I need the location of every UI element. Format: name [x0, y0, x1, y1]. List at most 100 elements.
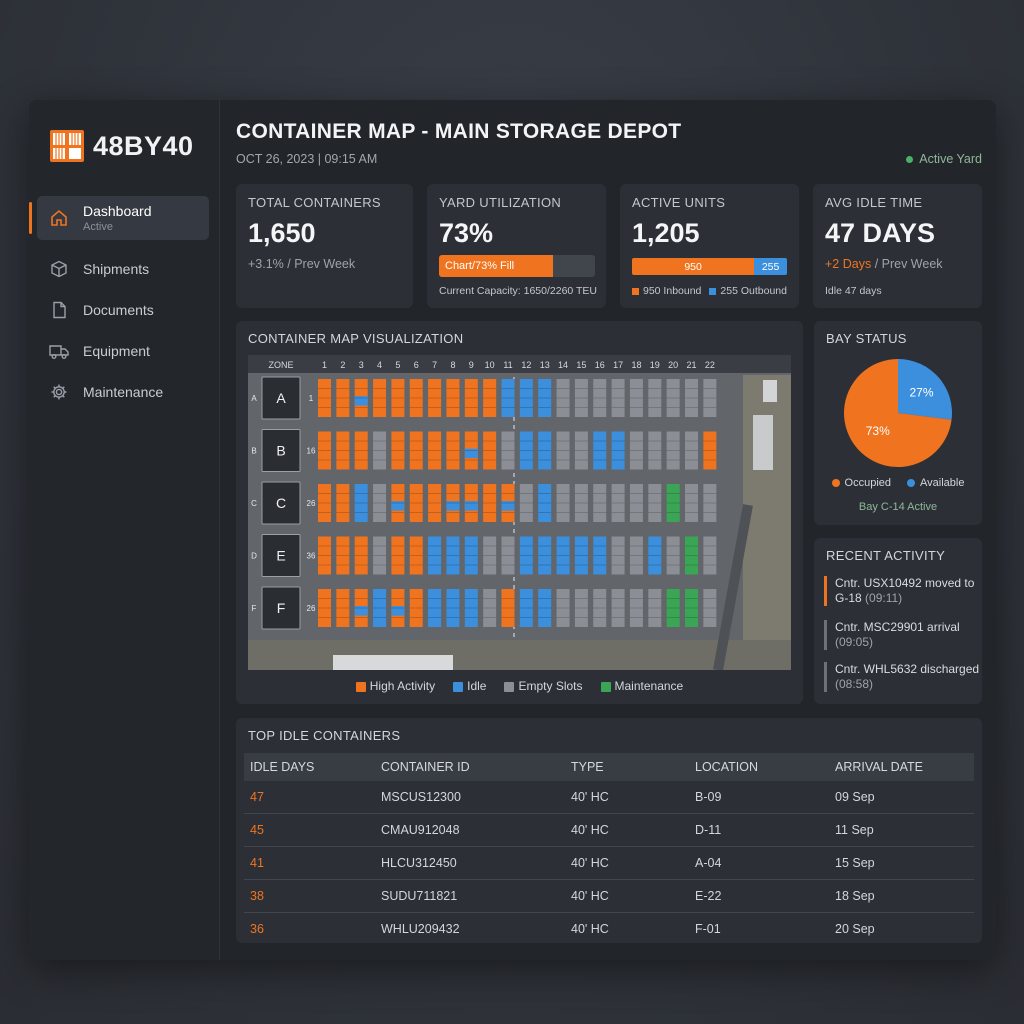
container-stack[interactable] — [354, 589, 368, 627]
bay-status-pie[interactable]: 27% 73% — [814, 355, 982, 475]
table-row[interactable]: 38 SUDU711821 40' HC E-22 18 Sep — [244, 879, 974, 913]
container-stack[interactable] — [519, 484, 533, 522]
container-stack[interactable] — [464, 431, 478, 470]
container-stack[interactable] — [318, 536, 331, 575]
activity-item[interactable]: Cntr. USX10492 moved to G-18 (09:11) — [824, 576, 985, 606]
container-stack[interactable] — [611, 589, 625, 627]
container-stack[interactable] — [556, 484, 570, 522]
container-stack[interactable] — [556, 379, 570, 417]
container-stack[interactable] — [354, 484, 368, 522]
container-stack[interactable] — [611, 379, 625, 417]
container-stack[interactable] — [611, 536, 625, 575]
container-stack[interactable] — [685, 379, 698, 417]
zone-block[interactable] — [261, 481, 301, 525]
container-stack[interactable] — [685, 431, 698, 470]
container-stack[interactable] — [593, 536, 607, 575]
container-stack[interactable] — [574, 484, 588, 522]
container-stack[interactable] — [629, 379, 643, 417]
container-stack[interactable] — [666, 379, 680, 417]
container-stack[interactable] — [336, 484, 350, 522]
container-stack[interactable] — [336, 589, 350, 627]
container-stack[interactable] — [519, 431, 533, 470]
container-stack[interactable] — [428, 379, 442, 417]
container-stack[interactable] — [373, 484, 387, 522]
container-stack[interactable] — [318, 589, 331, 627]
container-stack[interactable] — [501, 589, 515, 627]
container-stack[interactable] — [574, 589, 588, 627]
column-header[interactable]: CONTAINER ID — [375, 753, 565, 781]
container-stack[interactable] — [409, 589, 423, 627]
container-stack[interactable] — [648, 536, 662, 575]
container-stack[interactable] — [519, 589, 533, 627]
container-stack[interactable] — [446, 379, 460, 417]
container-stack[interactable] — [483, 484, 497, 522]
container-stack[interactable] — [409, 536, 423, 575]
table-row[interactable]: 47 MSCUS12300 40' HC B-09 09 Sep — [244, 781, 974, 814]
container-stack[interactable] — [354, 379, 368, 417]
sidebar-item-documents[interactable]: Documents — [37, 289, 209, 330]
column-header[interactable]: ARRIVAL DATE — [829, 753, 974, 781]
container-stack[interactable] — [318, 431, 331, 470]
container-stack[interactable] — [483, 589, 497, 627]
container-stack[interactable] — [501, 379, 515, 417]
container-stack[interactable] — [611, 431, 625, 470]
table-row[interactable]: 45 CMAU912048 40' HC D-11 11 Sep — [244, 813, 974, 847]
table-row[interactable]: 41 HLCU312450 40' HC A-04 15 Sep — [244, 846, 974, 880]
kpi-active-units[interactable]: ACTIVE UNITS 1,205 950 255 950 Inbound 2… — [620, 184, 799, 308]
container-stack[interactable] — [373, 379, 387, 417]
container-stack[interactable] — [666, 431, 680, 470]
zone-block[interactable] — [261, 586, 301, 630]
container-stack[interactable] — [629, 484, 643, 522]
sidebar-item-shipments[interactable]: Shipments — [37, 248, 209, 289]
logo[interactable]: 48BY40 — [49, 126, 194, 166]
container-stack[interactable] — [354, 431, 368, 470]
container-stack[interactable] — [648, 589, 662, 627]
table-row[interactable]: 36 WHLU209432 40' HC F-01 20 Sep — [244, 913, 974, 946]
container-stack[interactable] — [538, 379, 552, 417]
container-stack[interactable] — [409, 431, 423, 470]
container-stack[interactable] — [391, 431, 405, 470]
container-stack[interactable] — [685, 536, 698, 575]
pie-slice-occupied[interactable] — [844, 359, 952, 467]
container-stack[interactable] — [629, 536, 643, 575]
container-stack[interactable] — [428, 536, 442, 575]
container-stack[interactable] — [629, 589, 643, 627]
container-stack[interactable] — [648, 484, 662, 522]
container-stack[interactable] — [666, 484, 680, 522]
sidebar-item-dashboard[interactable]: Dashboard Active — [29, 196, 209, 240]
container-stack[interactable] — [318, 484, 331, 522]
container-stack[interactable] — [409, 484, 423, 522]
column-header[interactable]: IDLE DAYS — [244, 753, 375, 781]
sidebar-item-maintenance[interactable]: Maintenance — [37, 371, 209, 412]
container-stack[interactable] — [373, 589, 387, 627]
container-stack[interactable] — [648, 431, 662, 470]
container-stack[interactable] — [391, 589, 405, 627]
container-stack[interactable] — [391, 379, 405, 417]
container-stack[interactable] — [574, 379, 588, 417]
container-stack[interactable] — [519, 536, 533, 575]
pie-slice-available[interactable] — [898, 359, 952, 420]
container-stack[interactable] — [336, 536, 350, 575]
container-stack[interactable] — [409, 379, 423, 417]
container-stack[interactable] — [391, 536, 405, 575]
container-stack[interactable] — [464, 484, 478, 522]
container-stack[interactable] — [703, 379, 717, 417]
container-map[interactable]: ZONE 1 2 3 4 5 6 7 8 9 10 11 12 13 14 15 16 17 18 19 20 21 22A… — [248, 355, 791, 670]
container-stack[interactable] — [336, 431, 350, 470]
kpi-yard-utilization[interactable]: YARD UTILIZATION 73% Chart/73% Fill Curr… — [427, 184, 606, 308]
container-stack[interactable] — [574, 536, 588, 575]
container-stack[interactable] — [538, 431, 552, 470]
container-stack[interactable] — [685, 589, 698, 627]
container-stack[interactable] — [519, 379, 533, 417]
container-stack[interactable] — [464, 536, 478, 575]
sidebar-item-equipment[interactable]: Equipment — [37, 330, 209, 371]
container-stack[interactable] — [703, 431, 717, 470]
container-stack[interactable] — [648, 379, 662, 417]
container-stack[interactable] — [593, 431, 607, 470]
container-stack[interactable] — [391, 484, 405, 522]
container-stack[interactable] — [556, 589, 570, 627]
container-stack[interactable] — [446, 431, 460, 470]
container-stack[interactable] — [501, 431, 515, 470]
container-stack[interactable] — [483, 379, 497, 417]
container-stack[interactable] — [666, 589, 680, 627]
